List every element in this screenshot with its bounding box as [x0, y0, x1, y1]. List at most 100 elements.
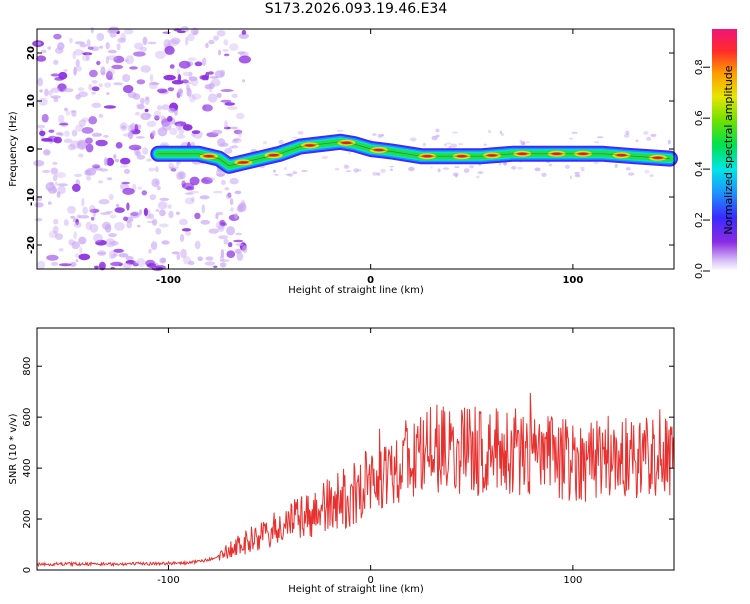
noise-blob: [149, 74, 154, 82]
noise-speck: [469, 165, 474, 169]
noise-blob: [75, 59, 80, 67]
noise-blob: [85, 221, 92, 231]
noise-blob: [44, 88, 49, 97]
noise-blob: [219, 262, 227, 268]
noise-blob: [78, 153, 84, 158]
noise-speck: [635, 139, 639, 143]
y-tick-label: 20: [26, 46, 37, 60]
noise-blob: [81, 126, 94, 134]
noise-blob: [229, 178, 239, 185]
noise-blob: [207, 93, 218, 103]
noise-blob: [38, 97, 48, 106]
noise-blob: [178, 126, 185, 135]
noise-blob: [53, 218, 59, 225]
noise-blob: [56, 191, 61, 198]
noise-speck: [430, 166, 433, 169]
spectrogram-x-ticks: -100 0 100: [156, 29, 583, 286]
noise-blob: [191, 196, 195, 202]
noise-blob: [181, 228, 192, 232]
noise-blob: [178, 60, 191, 69]
noise-blob: [51, 261, 59, 266]
noise-blob: [149, 194, 157, 201]
noise-speck: [380, 168, 386, 173]
noise-blob: [220, 89, 234, 92]
noise-blob: [134, 124, 139, 132]
noise-blob: [223, 238, 229, 245]
noise-blob: [184, 192, 194, 195]
noise-blob: [148, 167, 156, 172]
noise-speck: [343, 164, 348, 169]
noise-blob: [155, 166, 159, 173]
noise-blob: [33, 160, 45, 167]
noise-blob: [89, 223, 99, 233]
noise-blob: [81, 117, 89, 123]
noise-blob: [121, 181, 130, 185]
noise-blob: [142, 147, 149, 155]
noise-blob: [102, 221, 111, 230]
noise-blob: [37, 124, 46, 129]
noise-blob: [133, 51, 146, 57]
noise-blob: [201, 177, 213, 185]
noise-blob: [126, 202, 130, 211]
noise-blob: [241, 30, 247, 35]
noise-blob: [204, 261, 216, 266]
noise-blob: [160, 115, 166, 121]
noise-speck: [263, 141, 267, 145]
colorbar-tick-label: 0.6: [694, 110, 705, 126]
noise-blob: [41, 113, 49, 123]
noise-blob: [222, 49, 229, 52]
noise-blob: [194, 212, 201, 220]
noise-blob: [50, 73, 60, 77]
noise-blob: [193, 30, 198, 36]
noise-blob: [98, 199, 110, 205]
noise-blob: [151, 178, 160, 188]
noise-blob: [47, 46, 52, 50]
y-tick-label: -20: [26, 236, 37, 254]
noise-blob: [185, 186, 195, 191]
noise-speck: [614, 163, 618, 168]
noise-speck: [389, 165, 394, 168]
noise-blob: [146, 120, 157, 128]
noise-speck: [292, 136, 297, 139]
noise-blob: [90, 216, 95, 221]
noise-blob: [188, 71, 193, 81]
noise-speck: [372, 171, 378, 176]
noise-blob: [98, 261, 106, 271]
noise-blob: [205, 42, 209, 49]
noise-blob: [230, 207, 234, 212]
figure-title: S173.2026.093.19.46.E34: [265, 1, 448, 17]
noise-blob: [68, 239, 76, 246]
noise-blob: [39, 130, 46, 136]
noise-blob: [55, 132, 63, 136]
x-tick-label: 100: [563, 575, 582, 586]
noise-blob: [128, 144, 142, 151]
noise-blob: [184, 197, 195, 205]
noise-speck: [483, 143, 487, 146]
noise-blob: [57, 114, 65, 124]
noise-blob: [115, 142, 123, 149]
noise-blob: [126, 221, 133, 229]
noise-blob: [136, 79, 146, 85]
noise-speck: [649, 174, 654, 177]
noise-blob: [141, 190, 147, 196]
noise-blob: [122, 74, 131, 82]
noise-blob: [92, 164, 101, 169]
noise-blob: [105, 56, 110, 65]
noise-speck: [376, 172, 381, 176]
noise-blob: [79, 43, 87, 48]
noise-blob: [64, 130, 70, 137]
noise-speck: [345, 164, 350, 169]
noise-blob: [175, 211, 180, 215]
noise-blob: [102, 135, 109, 138]
noise-speck: [454, 166, 460, 169]
noise-blob: [237, 51, 246, 55]
noise-speck: [278, 139, 284, 145]
noise-blob: [189, 94, 196, 103]
snr-y-label: SNR (10 * v/v): [8, 413, 19, 484]
noise-blob: [107, 55, 118, 61]
noise-blob: [223, 126, 232, 130]
noise-blob: [140, 112, 151, 121]
noise-blob: [137, 186, 142, 190]
noise-blob: [159, 209, 166, 217]
noise-blob: [236, 252, 244, 261]
